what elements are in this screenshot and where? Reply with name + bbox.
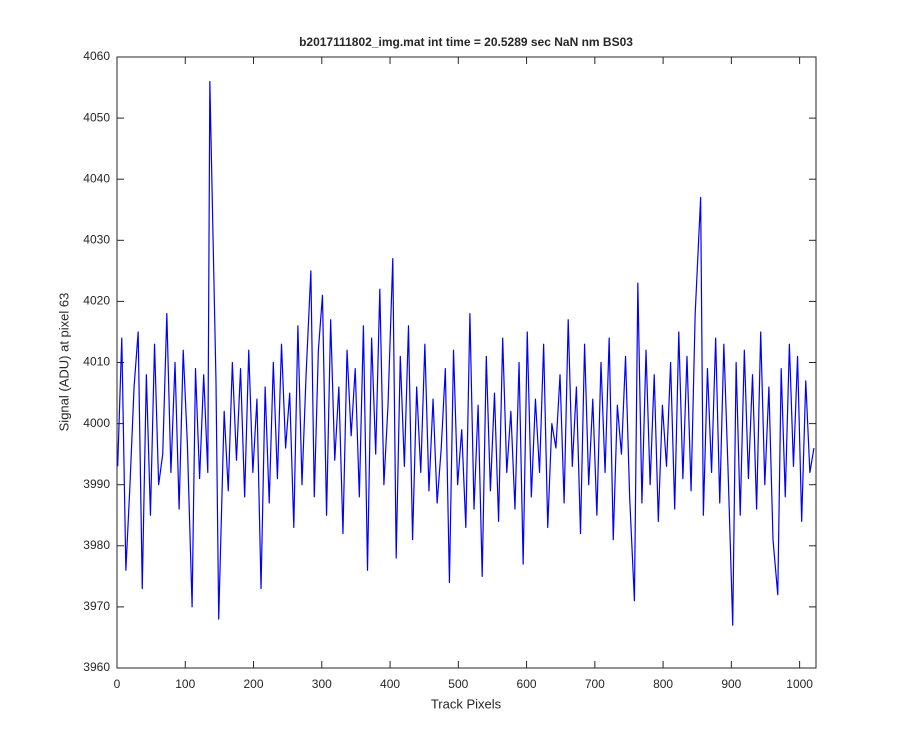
x-tick-label: 500	[448, 677, 468, 691]
y-tick-label: 4010	[83, 355, 110, 369]
y-tick-label: 3990	[83, 477, 110, 491]
y-tick-label: 3960	[83, 660, 110, 674]
x-tick-label: 800	[653, 677, 673, 691]
x-tick-label: 700	[585, 677, 605, 691]
y-tick-label: 4000	[83, 416, 110, 430]
y-tick-label: 3980	[83, 538, 110, 552]
x-tick-label: 0	[114, 677, 121, 691]
x-tick-label: 100	[175, 677, 195, 691]
y-tick-label: 4020	[83, 294, 110, 308]
y-axis-label: Signal (ADU) at pixel 63	[56, 293, 71, 432]
y-tick-label: 4040	[83, 171, 110, 185]
data-line	[117, 80, 815, 626]
x-tick-label: 400	[380, 677, 400, 691]
x-tick-label: 200	[244, 677, 264, 691]
y-tick-label: 3970	[83, 599, 110, 613]
y-tick-label: 4030	[83, 232, 110, 246]
x-tick-label: 300	[312, 677, 332, 691]
y-tick-label: 4050	[83, 110, 110, 124]
x-tick-label: 600	[517, 677, 537, 691]
x-tick-label: 1000	[786, 677, 813, 691]
y-tick-label: 4060	[83, 49, 110, 63]
chart-title: b2017111802_img.mat int time = 20.5289 s…	[299, 35, 633, 49]
x-axis-label: Track Pixels	[431, 696, 502, 711]
x-tick-label: 900	[721, 677, 741, 691]
axes-box	[116, 56, 817, 669]
